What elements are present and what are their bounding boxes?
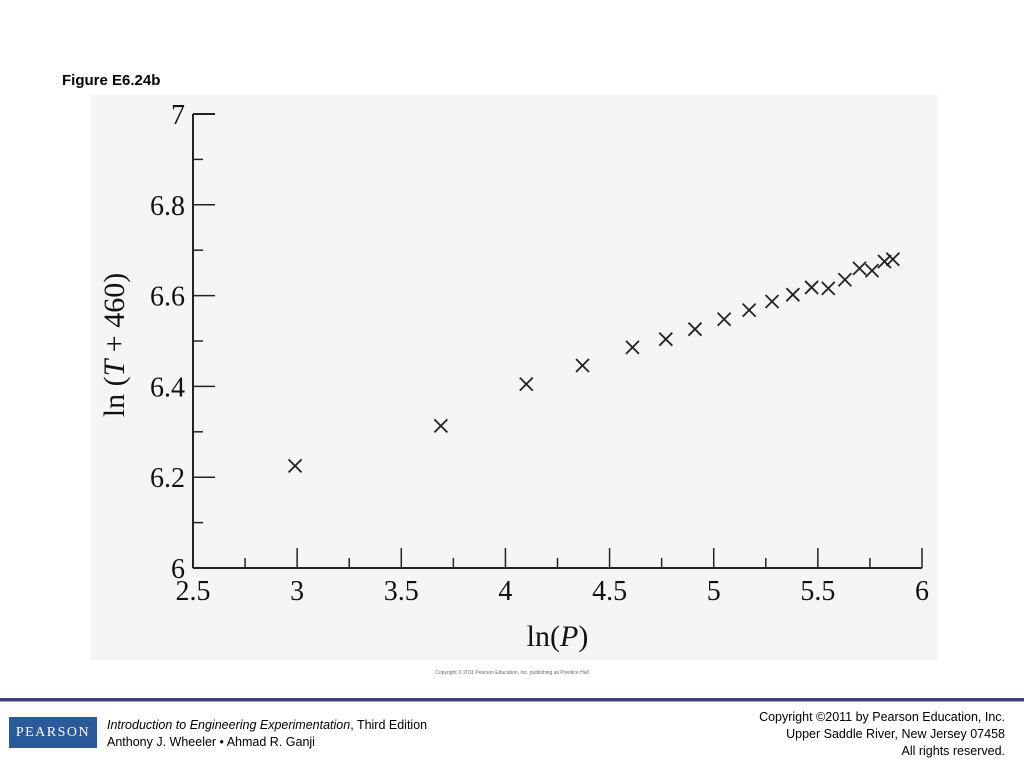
data-point (741, 302, 757, 318)
data-point-stroke (852, 261, 867, 276)
footer-divider (0, 698, 1024, 701)
data-point-stroke (885, 252, 900, 267)
data-point (658, 332, 673, 347)
y-tick-label: 6.6 (150, 282, 185, 313)
data-point-stroke (785, 287, 800, 302)
data-point-stroke (804, 280, 819, 295)
x-axis-label: ln(P) (527, 620, 589, 653)
book-title: Introduction to Engineering Experimentat… (107, 718, 351, 732)
chart-axes (192, 113, 922, 569)
data-point (687, 322, 703, 337)
x-tick-label: 6 (915, 576, 929, 607)
data-point-stroke (716, 312, 732, 327)
data-point-stroke (864, 263, 880, 278)
y-tick-label: 6 (171, 554, 185, 585)
figure-copyright-note: Copyright © 2011 Pearson Education, Inc.… (0, 670, 1024, 676)
data-point-stroke (821, 281, 836, 296)
data-point (821, 281, 836, 296)
data-point (877, 254, 892, 269)
x-tick-label: 4 (498, 576, 512, 607)
publisher-info: Copyright ©2011 by Pearson Education, In… (759, 709, 1005, 760)
data-point-stroke (658, 332, 673, 347)
rights-line: All rights reserved. (901, 744, 1005, 758)
data-point (864, 263, 880, 278)
data-point (837, 272, 853, 287)
data-point-stroke (837, 272, 853, 287)
figure-panel: 2.5 3 3.5 4 4.5 5 5.5 6 6 6.2 6.4 6.6 6.8 7 ln(P) ln (T… (90, 95, 938, 660)
chart-points (287, 252, 900, 473)
book-info: Introduction to Engineering Experimentat… (107, 717, 427, 751)
x-tick-label: 3 (290, 576, 304, 607)
data-point-stroke (687, 322, 703, 337)
data-point-stroke (287, 458, 303, 473)
logo-text: PEARSON (15, 724, 91, 740)
scatter-chart: 2.5 3 3.5 4 4.5 5 5.5 6 6 6.2 6.4 6.6 6.8 7 ln(P) ln (T… (98, 100, 929, 653)
y-tick-label: 6.2 (150, 463, 185, 494)
y-tick-label: 7 (171, 100, 185, 131)
x-tick-label: 2.5 (176, 576, 211, 607)
figure-title: Figure E6.24b (62, 72, 161, 89)
chart-ticks (192, 113, 923, 569)
figure-copyright-text: Copyright © 2011 Pearson Education, Inc.… (435, 670, 589, 676)
data-point (575, 358, 590, 373)
data-point (804, 280, 819, 295)
data-point (764, 294, 780, 309)
y-axis-label: ln (T + 460) (98, 273, 131, 417)
x-tick-label: 5 (707, 576, 721, 607)
data-point (433, 418, 448, 434)
data-point-stroke (764, 294, 780, 309)
x-tick-label: 3.5 (384, 576, 419, 607)
data-point (885, 252, 900, 267)
data-point-stroke (625, 340, 640, 355)
data-point-stroke (433, 418, 448, 434)
x-tick-label: 4.5 (592, 576, 627, 607)
data-point-stroke (877, 254, 892, 269)
address-line: Upper Saddle River, New Jersey 07458 (786, 727, 1005, 741)
data-point-stroke (741, 302, 757, 318)
pearson-logo: PEARSON (9, 717, 97, 748)
copyright-line: Copyright ©2011 by Pearson Education, In… (759, 710, 1005, 724)
data-point (716, 312, 732, 327)
footer-divider-highlight (0, 701, 1024, 702)
data-point (625, 340, 640, 355)
y-tick-label: 6.4 (150, 372, 185, 403)
y-tick-label: 6.8 (150, 191, 185, 222)
chart-labels: 2.5 3 3.5 4 4.5 5 5.5 6 6 6.2 6.4 6.6 6.8 7 ln(P) ln (T… (98, 100, 929, 653)
x-tick-label: 5.5 (800, 576, 835, 607)
data-point-stroke (519, 376, 534, 392)
data-point (785, 287, 800, 302)
data-point (852, 261, 867, 276)
data-point (519, 376, 534, 392)
book-authors: Anthony J. Wheeler • Ahmad R. Ganji (107, 735, 315, 749)
data-point-stroke (575, 358, 590, 373)
data-point (287, 458, 303, 473)
book-edition: , Third Edition (350, 718, 428, 732)
